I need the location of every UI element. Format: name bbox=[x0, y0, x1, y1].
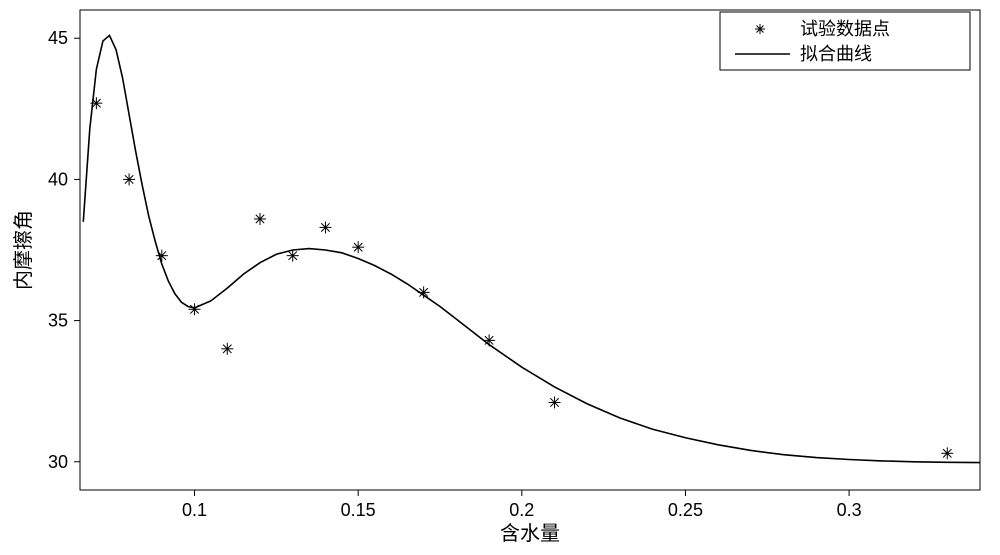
data-point bbox=[483, 334, 495, 346]
data-point bbox=[352, 241, 364, 253]
legend-label-scatter: 试验数据点 bbox=[800, 19, 890, 39]
data-point bbox=[755, 24, 765, 34]
x-tick-label: 0.1 bbox=[182, 500, 207, 520]
y-tick-label: 30 bbox=[48, 452, 68, 472]
x-tick-label: 0.2 bbox=[509, 500, 534, 520]
data-point bbox=[189, 303, 201, 315]
data-point bbox=[418, 286, 430, 298]
y-tick-label: 35 bbox=[48, 311, 68, 331]
x-tick-label: 0.25 bbox=[668, 500, 703, 520]
data-point bbox=[549, 396, 561, 408]
data-point bbox=[221, 343, 233, 355]
legend-label-line: 拟合曲线 bbox=[800, 44, 872, 64]
x-axis-label: 含水量 bbox=[500, 522, 560, 545]
data-point bbox=[90, 97, 102, 109]
chart-svg: 0.1 0.15 0.2 0.25 0.3 30 35 40 45 含水量 内摩擦角 试验数据点拟合曲… bbox=[0, 0, 1000, 555]
data-point bbox=[254, 213, 266, 225]
data-point bbox=[123, 173, 135, 185]
y-tick-label: 40 bbox=[48, 169, 68, 189]
data-point bbox=[319, 221, 331, 233]
plot-frame bbox=[80, 10, 980, 490]
x-tick-label: 0.15 bbox=[341, 500, 376, 520]
y-axis-label: 内摩擦角 bbox=[12, 210, 35, 290]
data-point bbox=[156, 250, 168, 262]
fitted-curve bbox=[83, 35, 980, 462]
x-tick-label: 0.3 bbox=[837, 500, 862, 520]
chart-container: 0.1 0.15 0.2 0.25 0.3 30 35 40 45 含水量 内摩擦角 试验数据点拟合曲… bbox=[0, 0, 1000, 555]
y-tick-label: 45 bbox=[48, 28, 68, 48]
data-point bbox=[941, 447, 953, 459]
